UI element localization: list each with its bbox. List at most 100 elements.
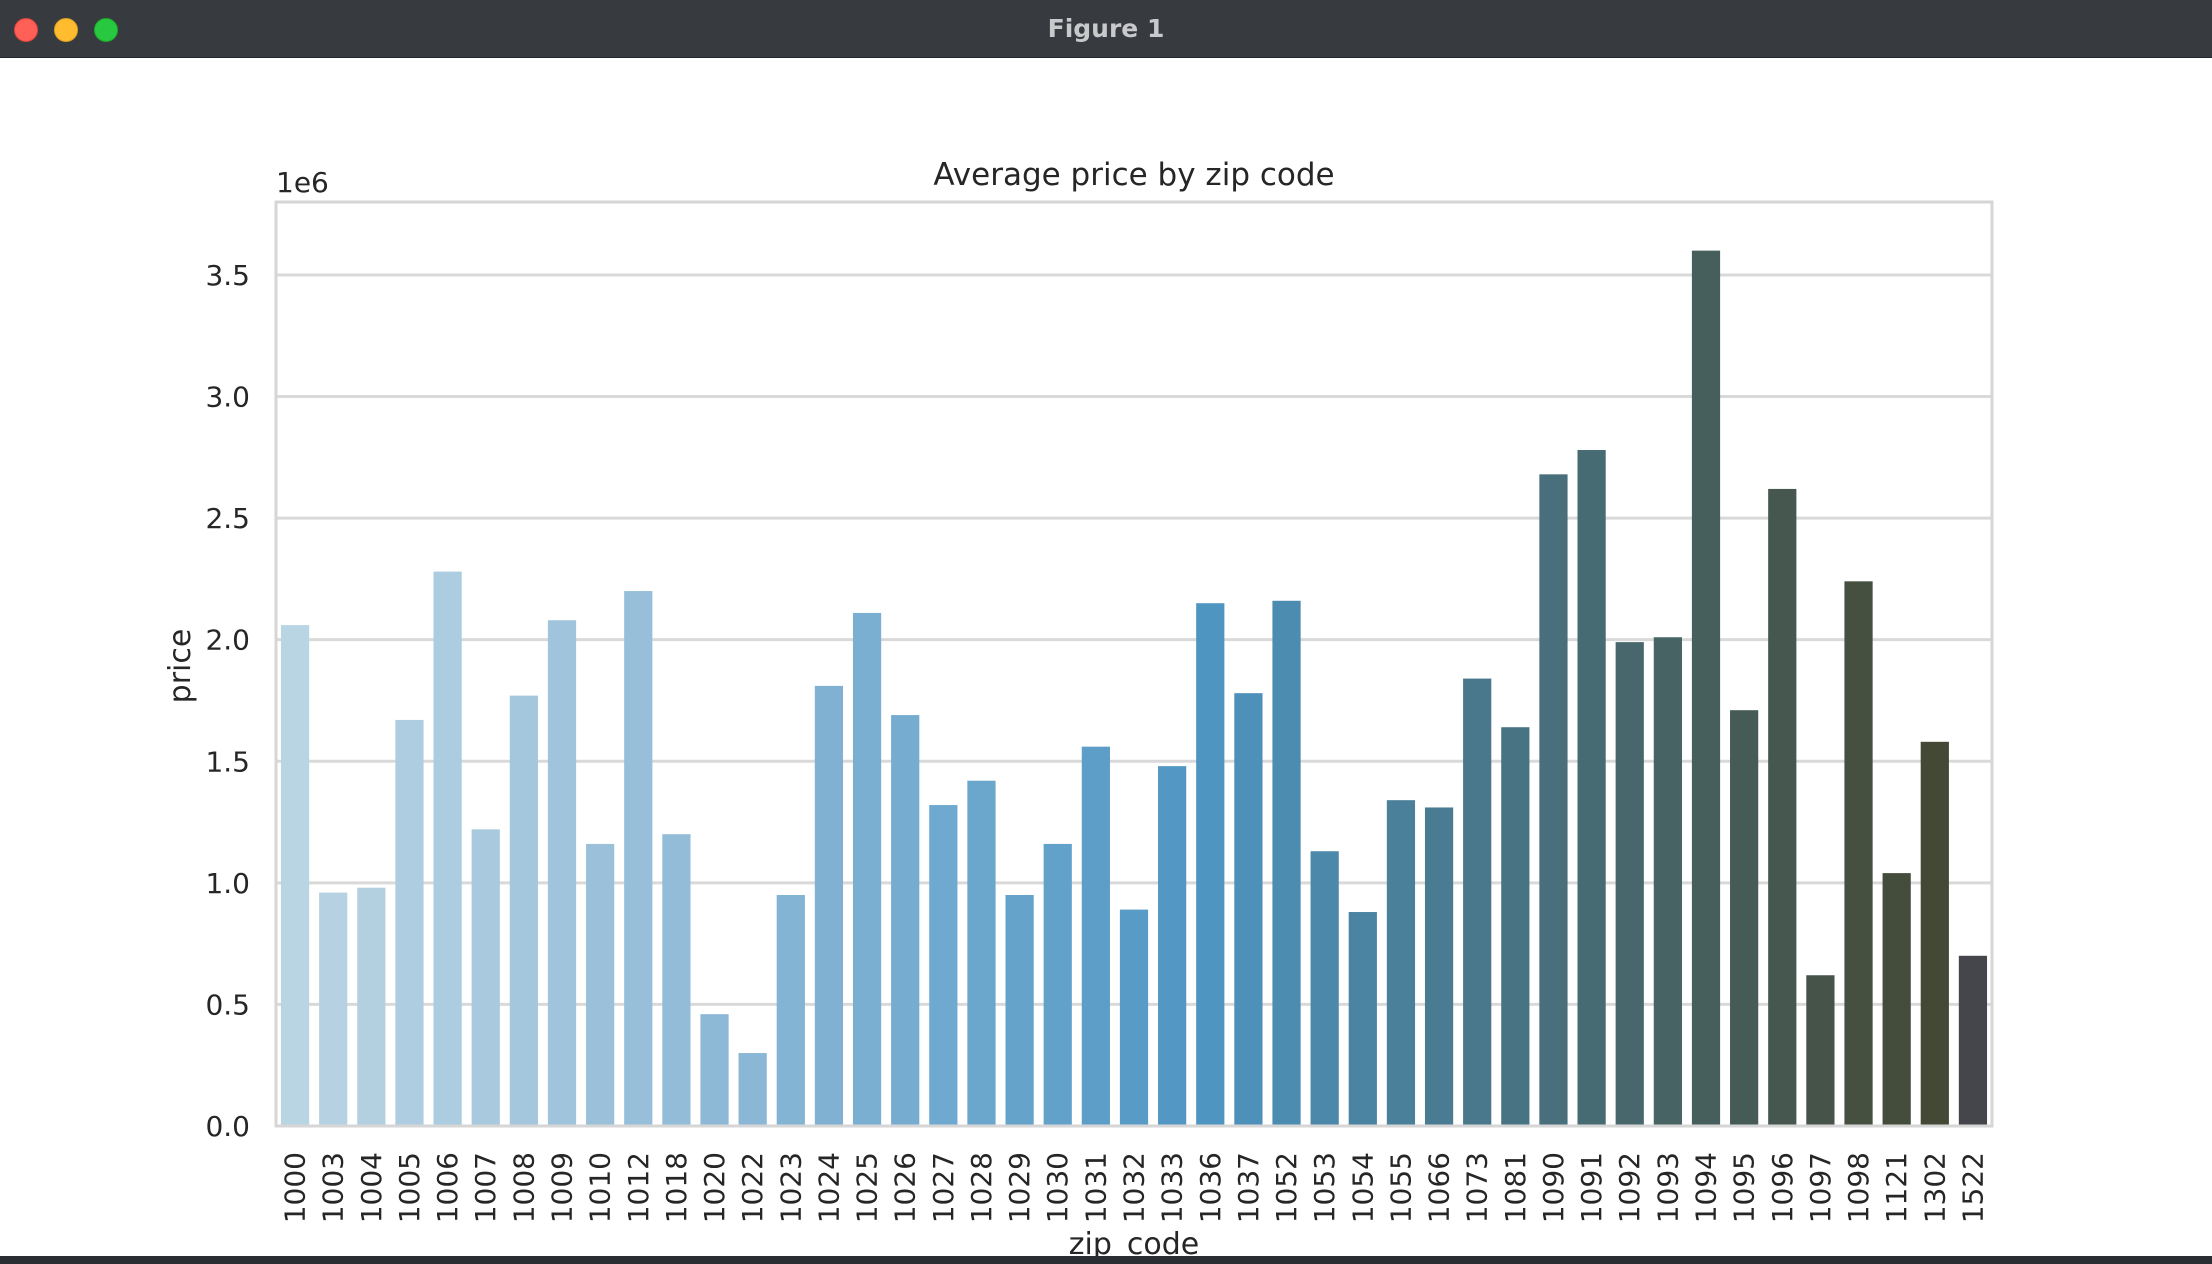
x-tick-label: 1090 xyxy=(1537,1152,1570,1223)
x-tick-label: 1020 xyxy=(698,1152,731,1223)
x-tick-label: 1005 xyxy=(393,1152,426,1223)
x-tick-label: 1032 xyxy=(1118,1152,1151,1223)
x-tick-label: 1052 xyxy=(1270,1152,1303,1223)
bar-1037 xyxy=(1234,693,1263,1126)
x-tick-label: 1302 xyxy=(1918,1152,1951,1223)
x-tick-label: 1010 xyxy=(584,1152,617,1223)
x-tick-label: 1025 xyxy=(851,1152,884,1223)
y-tick-label: 1.0 xyxy=(205,867,250,900)
bar-1098 xyxy=(1844,581,1873,1126)
x-tick-label: 1007 xyxy=(469,1152,502,1223)
bar-1003 xyxy=(319,892,348,1126)
bar-1028 xyxy=(967,780,996,1126)
x-tick-label: 1081 xyxy=(1499,1152,1532,1223)
x-tick-label: 1004 xyxy=(355,1152,388,1223)
bar-1006 xyxy=(433,571,462,1126)
x-tick-label: 1054 xyxy=(1346,1152,1379,1223)
bar-1007 xyxy=(471,829,500,1126)
bar-1302 xyxy=(1920,741,1949,1126)
bar-1026 xyxy=(891,715,920,1126)
bar-1031 xyxy=(1081,746,1110,1126)
plot-frame xyxy=(274,200,1994,1128)
x-tick-label: 1037 xyxy=(1232,1152,1265,1223)
x-tick-label: 1097 xyxy=(1804,1152,1837,1223)
bar-1081 xyxy=(1501,727,1530,1126)
bar-1027 xyxy=(929,805,958,1126)
x-tick-label: 1053 xyxy=(1308,1152,1341,1223)
x-tick-label: 1036 xyxy=(1194,1152,1227,1223)
bottom-edge xyxy=(0,1256,2212,1264)
bar-chart: 0.00.51.01.52.02.53.03.5 1000 1003 1004 100… xyxy=(163,157,1994,1256)
bar-1094 xyxy=(1691,250,1721,1126)
bar-1522 xyxy=(1958,955,1988,1126)
bar-1090 xyxy=(1539,474,1568,1126)
bar-1029 xyxy=(1005,895,1034,1126)
y-tick-label: 0.5 xyxy=(205,988,250,1021)
x-tick-label: 1096 xyxy=(1766,1152,1799,1223)
x-tick-label: 1094 xyxy=(1690,1152,1723,1223)
x-tick-label: 1024 xyxy=(812,1152,845,1223)
x-tick-label: 1009 xyxy=(546,1152,579,1223)
x-tick-label: 1003 xyxy=(317,1152,350,1223)
bar-1095 xyxy=(1730,710,1759,1126)
x-tick-label: 1073 xyxy=(1461,1152,1494,1223)
x-tick-label: 1022 xyxy=(736,1152,769,1223)
window-title: Figure 1 xyxy=(1047,14,1165,43)
bar-1054 xyxy=(1348,912,1377,1126)
bar-1008 xyxy=(509,695,538,1126)
bar-1053 xyxy=(1310,851,1339,1126)
x-tick-label: 1008 xyxy=(507,1152,540,1223)
bar-1097 xyxy=(1806,975,1835,1126)
bar-1066 xyxy=(1424,807,1454,1126)
x-tick-label: 1000 xyxy=(279,1152,312,1223)
x-tick-label: 1006 xyxy=(431,1152,464,1223)
bar-1023 xyxy=(776,895,805,1126)
x-tick-label: 1012 xyxy=(622,1152,655,1223)
x-tick-label: 1092 xyxy=(1613,1152,1646,1223)
title-bar: Figure 1 xyxy=(0,0,2212,58)
maximize-window-button[interactable] xyxy=(94,18,118,42)
y-axis-label: price xyxy=(163,629,198,704)
bar-1024 xyxy=(814,685,844,1126)
bar-1096 xyxy=(1768,488,1797,1126)
bar-1030 xyxy=(1043,843,1072,1126)
bar-1025 xyxy=(852,612,882,1126)
bar-1052 xyxy=(1272,600,1301,1126)
bar-1055 xyxy=(1386,800,1416,1126)
x-tick-label: 1522 xyxy=(1956,1152,1989,1223)
y-tick-label: 3.5 xyxy=(205,259,250,292)
y-tick-label: 2.0 xyxy=(205,624,250,657)
bar-1091 xyxy=(1577,450,1606,1126)
bar-1018 xyxy=(662,834,691,1126)
minimize-window-button[interactable] xyxy=(54,18,78,42)
x-tick-label: 1121 xyxy=(1880,1152,1913,1223)
bar-1020 xyxy=(700,1014,729,1126)
x-tick-label: 1095 xyxy=(1728,1152,1761,1223)
x-tick-label: 1018 xyxy=(660,1152,693,1223)
y-tick-label: 1.5 xyxy=(205,745,250,778)
bar-1036 xyxy=(1196,603,1225,1126)
close-window-button[interactable] xyxy=(14,18,38,42)
y-tick-label: 0.0 xyxy=(205,1110,250,1143)
bar-1093 xyxy=(1653,637,1682,1126)
x-tick-label: 1029 xyxy=(1003,1152,1036,1223)
x-tick-label: 1031 xyxy=(1079,1152,1112,1223)
y-tick-label: 3.0 xyxy=(205,381,250,414)
x-tick-label: 1023 xyxy=(774,1152,807,1223)
x-tick-label: 1028 xyxy=(965,1152,998,1223)
bar-1000 xyxy=(280,625,310,1126)
x-tick-label: 1027 xyxy=(927,1152,960,1223)
bar-1092 xyxy=(1615,642,1644,1126)
x-tick-label: 1030 xyxy=(1041,1152,1074,1223)
bar-1032 xyxy=(1119,909,1149,1126)
x-tick-label: 1066 xyxy=(1423,1152,1456,1223)
bar-1010 xyxy=(586,843,615,1126)
y-scale-label: 1e6 xyxy=(276,166,329,199)
x-tick-label: 1098 xyxy=(1842,1152,1875,1223)
bar-1022 xyxy=(738,1053,767,1126)
x-tick-label: 1091 xyxy=(1575,1152,1608,1223)
bar-1012 xyxy=(624,591,653,1126)
bar-1009 xyxy=(547,620,577,1126)
x-tick-label: 1055 xyxy=(1384,1152,1417,1223)
